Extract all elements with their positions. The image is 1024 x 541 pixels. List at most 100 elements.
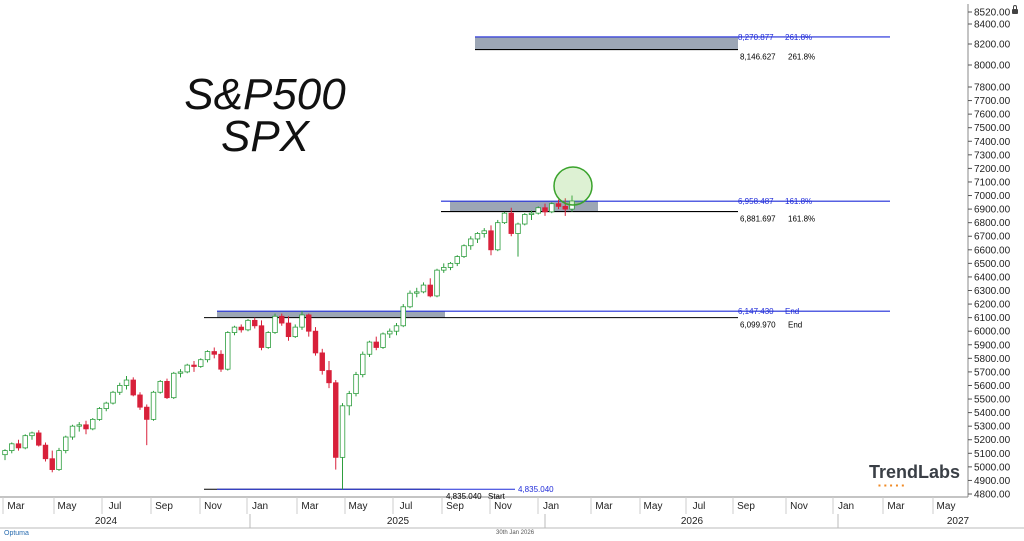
x-month-label-17: Jan (838, 501, 854, 512)
y-tick-label-5: 7700.00 (974, 96, 1011, 107)
candle (238, 324, 244, 333)
fib-value-label-4: 6,147.430 (738, 307, 774, 316)
candle (387, 328, 393, 338)
candle (211, 347, 217, 359)
y-tick-label-31: 5100.00 (974, 449, 1011, 460)
y-tick-label-33: 4900.00 (974, 476, 1011, 487)
candle (9, 442, 15, 454)
candle (528, 210, 535, 220)
candle (36, 430, 42, 447)
candle (420, 282, 427, 294)
candle (380, 332, 386, 349)
candle (535, 206, 541, 215)
x-month-label-0: Mar (7, 501, 25, 512)
candle (515, 222, 521, 257)
candle (252, 317, 258, 329)
y-tick-label-29: 5300.00 (974, 422, 1011, 433)
y-tick-label-11: 7100.00 (974, 177, 1011, 188)
y-tick-label-0: 8520.00 (974, 8, 1011, 19)
y-tick-label-12: 7000.00 (974, 191, 1011, 202)
y-tick-label-10: 7200.00 (974, 164, 1011, 175)
y-tick-label-1: 8400.00 (974, 20, 1011, 31)
y-tick-label-14: 6800.00 (974, 218, 1011, 229)
x-month-label-11: Jan (543, 501, 559, 512)
fib-value-label-2: 6,958.487 (738, 197, 774, 206)
candle (400, 304, 406, 328)
candle (150, 390, 157, 421)
candle (63, 435, 69, 454)
fib-value-label-3: 6,881.697 (740, 215, 776, 224)
candle (501, 211, 508, 225)
candle (312, 327, 319, 356)
fib-tag-label-1: 261.8% (788, 53, 815, 62)
fib-value-label-5: 6,099.970 (740, 321, 776, 330)
fib-tag-label-3: 161.8% (788, 215, 815, 224)
candle (279, 313, 285, 326)
candle (508, 207, 514, 237)
candle (22, 434, 28, 450)
candle (245, 318, 251, 332)
x-month-label-16: Nov (790, 501, 808, 512)
candle (103, 401, 109, 412)
x-month-label-19: May (937, 501, 956, 512)
y-tick-label-30: 5200.00 (974, 435, 1011, 446)
y-tick-label-22: 6000.00 (974, 327, 1011, 338)
candle (474, 232, 481, 244)
candle (15, 439, 22, 451)
x-month-label-15: Sep (737, 501, 755, 512)
y-tick-label-9: 7300.00 (974, 150, 1011, 161)
fib-value-label-7: 4,835.040 (518, 485, 554, 494)
x-year-label-2: 2026 (681, 516, 704, 527)
x-month-label-18: Mar (887, 501, 905, 512)
optuma-brand: Optuma (4, 530, 29, 537)
candle (49, 450, 55, 473)
target-zone-end (217, 311, 445, 318)
candle (333, 380, 339, 470)
candle (549, 202, 555, 214)
candle (69, 424, 76, 440)
fib-tag-label-4: End (785, 307, 799, 316)
x-month-label-13: May (644, 501, 663, 512)
candle (555, 199, 562, 210)
footer-date: 30th Jan 2026 (496, 530, 535, 536)
fib-tag-label-2: 161.8% (785, 197, 812, 206)
lock-icon[interactable] (1012, 5, 1018, 14)
y-tick-label-25: 5700.00 (974, 367, 1011, 378)
candle (495, 219, 501, 252)
y-tick-label-19: 6300.00 (974, 286, 1011, 297)
candle (258, 320, 265, 351)
candle (218, 350, 224, 372)
candle (265, 331, 271, 349)
fib-tag-label-6: Start (488, 492, 506, 501)
y-tick-label-18: 6400.00 (974, 272, 1011, 283)
y-tick-label-21: 6100.00 (974, 313, 1011, 324)
candle (191, 361, 197, 372)
candle (299, 310, 305, 330)
candle (326, 361, 332, 389)
y-tick-label-7: 7500.00 (974, 123, 1011, 134)
y-tick-label-8: 7400.00 (974, 137, 1011, 148)
candle (461, 244, 467, 258)
x-year-label-1: 2025 (387, 516, 410, 527)
x-month-label-4: Nov (204, 501, 222, 512)
candle (177, 369, 184, 378)
candle (130, 377, 136, 397)
candle (468, 236, 474, 250)
candle (83, 420, 89, 435)
candle (339, 403, 346, 490)
candle (285, 316, 292, 341)
candle (42, 442, 49, 462)
y-tick-label-27: 5500.00 (974, 395, 1011, 406)
candle (225, 331, 231, 371)
x-year-label-3: 2027 (947, 516, 970, 527)
candle (407, 290, 413, 309)
fib-tag-label-0: 261.8% (785, 33, 812, 42)
target-zone-161 (450, 201, 598, 212)
x-month-label-3: Sep (155, 501, 173, 512)
fib-value-label-0: 8,270.877 (738, 33, 774, 42)
candle (171, 371, 177, 400)
candle (366, 340, 373, 357)
candle (2, 449, 8, 461)
x-month-label-1: May (58, 501, 77, 512)
